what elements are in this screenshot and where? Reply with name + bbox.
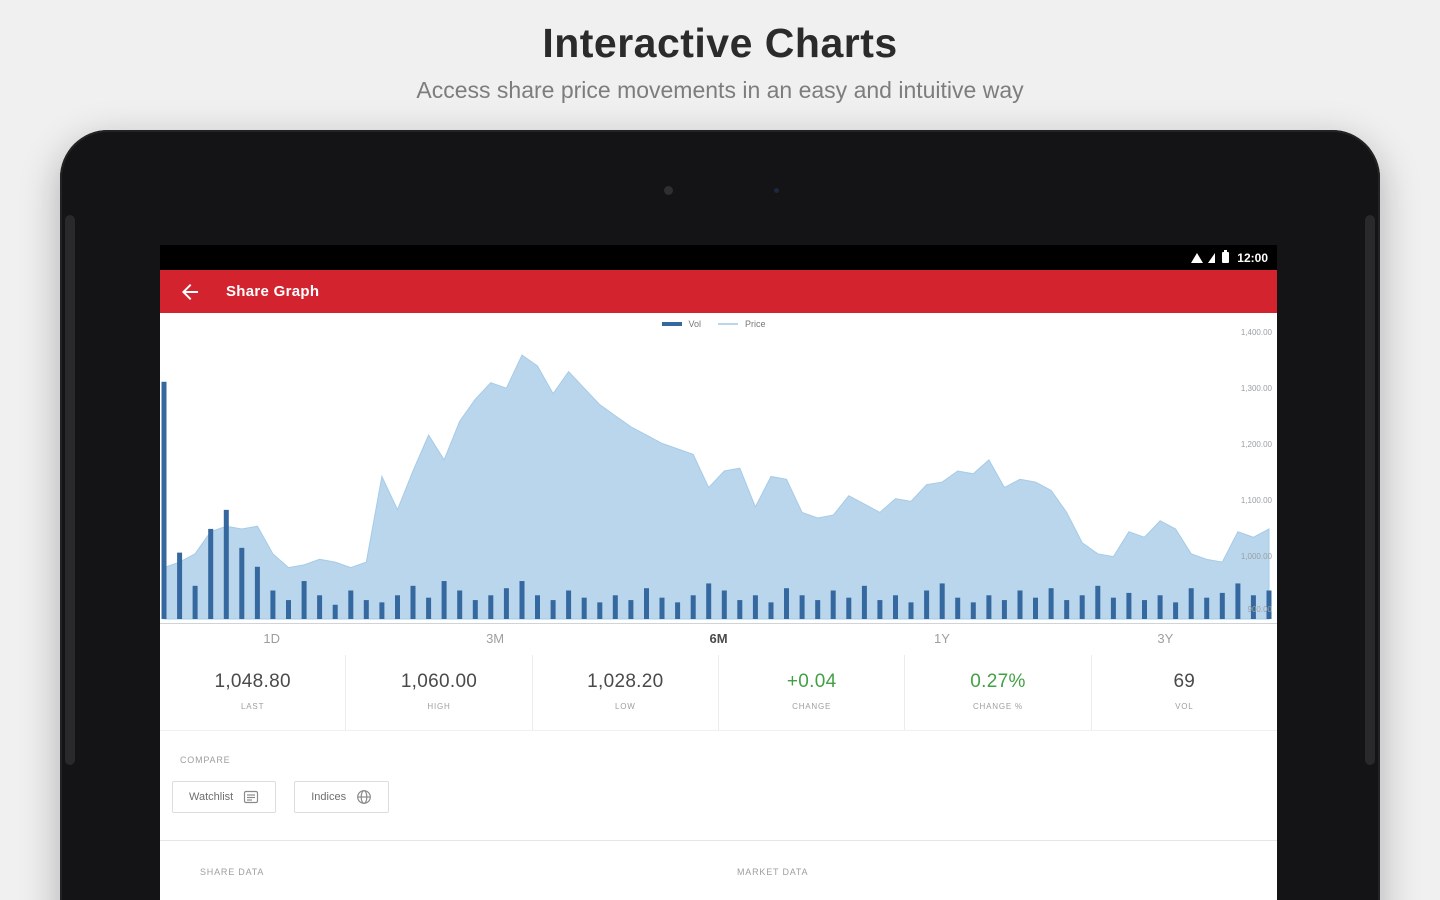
stat-label: VOL (1175, 702, 1194, 711)
indices-button-label: Indices (311, 791, 347, 803)
wifi-icon (1191, 252, 1204, 263)
hero: Interactive Charts Access share price mo… (0, 0, 1440, 104)
status-time: 12:00 (1237, 250, 1268, 265)
app-bar-title: Share Graph (226, 283, 320, 300)
front-camera-icon (664, 186, 673, 195)
stat-high: 1,060.00 HIGH (345, 655, 531, 730)
watchlist-button[interactable]: Watchlist (172, 781, 277, 813)
stat-value: 69 (1173, 671, 1196, 692)
stat-label: CHANGE % (972, 702, 1023, 711)
share-data-header: SHARE DATA (200, 867, 265, 877)
page-title: Interactive Charts (542, 20, 898, 66)
y-axis-label: 1,400.00 (1240, 328, 1272, 337)
stat-label: HIGH (427, 702, 451, 711)
tab-1y[interactable]: 1Y (933, 631, 950, 646)
market-data-header: MARKET DATA (737, 867, 809, 877)
globe-icon (356, 789, 372, 805)
compare-buttons: Watchlist Indices (172, 781, 390, 813)
stat-vol: 69 VOL (1090, 655, 1277, 730)
price-legend-marker (718, 323, 738, 325)
stat-change-percent: 0.27% CHANGE % (904, 655, 1090, 730)
app-bar: Share Graph (160, 270, 1277, 313)
battery-icon (1222, 250, 1230, 263)
y-axis-label: 1,200.00 (1240, 440, 1272, 449)
stat-label: LOW (615, 702, 636, 711)
stat-value: 1,028.20 (587, 671, 664, 692)
light-sensor-icon (774, 188, 779, 193)
tablet-screen: 12:00 Share Graph Vol Price 1,400.00 (160, 245, 1277, 900)
stat-label: CHANGE (792, 702, 832, 711)
bezel-grip-left (65, 215, 75, 765)
cell-signal-icon (1208, 252, 1216, 263)
chart-legend: Vol Price (661, 319, 775, 329)
tab-3m[interactable]: 3M (486, 631, 505, 646)
watchlist-icon (243, 789, 259, 805)
stat-value: +0.04 (786, 671, 837, 692)
watchlist-button-label: Watchlist (189, 791, 234, 803)
stats-row: 1,048.80 LAST 1,060.00 HIGH 1,028.20 LOW… (160, 655, 1277, 731)
bezel-grip-right (1365, 215, 1375, 765)
y-axis-label: 1,300.00 (1240, 384, 1272, 393)
y-axis-label: 1,000.00 (1240, 552, 1272, 561)
status-bar: 12:00 (160, 245, 1277, 270)
y-axis-label: 1,100.00 (1240, 496, 1272, 505)
vol-legend-marker (661, 322, 682, 326)
tab-3y[interactable]: 3Y (1157, 631, 1174, 646)
stat-label: LAST (241, 702, 265, 711)
data-sections: SHARE DATA MARKET DATA (160, 840, 1277, 900)
vol-legend-label: Vol (688, 319, 701, 329)
back-arrow-icon[interactable] (178, 280, 202, 304)
chart-area[interactable]: Vol Price 1,400.00 1,300.00 1,200.00 1,1… (160, 313, 1277, 624)
stat-value: 1,048.80 (214, 671, 291, 692)
page-subtitle: Access share price movements in an easy … (416, 77, 1024, 103)
tablet-frame: 12:00 Share Graph Vol Price 1,400.00 (60, 130, 1380, 900)
stat-value: 0.27% (970, 671, 1026, 692)
indices-button[interactable]: Indices (294, 781, 390, 813)
stat-low: 1,028.20 LOW (531, 655, 718, 730)
y-axis-label: 900.00 (1247, 605, 1272, 614)
stat-value: 1,060.00 (400, 671, 478, 692)
tab-6m[interactable]: 6M (709, 631, 728, 646)
compare-label: COMPARE (180, 755, 231, 765)
price-legend-label: Price (745, 319, 766, 329)
range-tabs: 1D 3M 6M 1Y 3Y (160, 625, 1277, 655)
stat-last: 1,048.80 LAST (160, 655, 345, 730)
share-chart-svg (161, 354, 1272, 620)
compare-section: COMPARE Watchlist (160, 731, 1277, 840)
stat-change: +0.04 CHANGE (717, 655, 904, 730)
tab-1d[interactable]: 1D (263, 631, 281, 646)
